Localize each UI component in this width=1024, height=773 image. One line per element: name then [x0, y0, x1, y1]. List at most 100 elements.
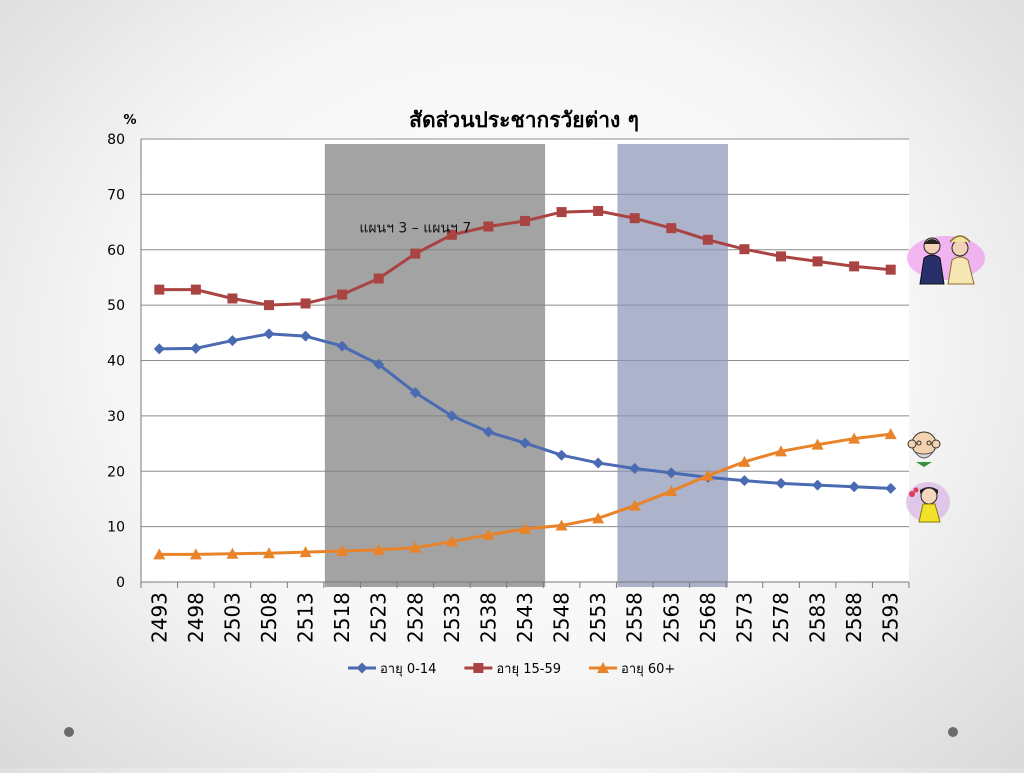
y-tick-label: 20: [107, 464, 125, 480]
data-point: [628, 499, 641, 511]
data-point: [884, 428, 897, 440]
y-axis-label: %: [123, 113, 136, 128]
data-point: [848, 432, 861, 444]
elderly-man-icon: [907, 431, 941, 467]
x-tick-label: 2503: [220, 592, 244, 643]
data-point: [227, 293, 238, 304]
x-tick-label: 2573: [732, 592, 756, 643]
data-point: [812, 256, 823, 267]
data-point: [629, 213, 640, 224]
data-point: [519, 437, 531, 449]
x-tick-label: 2553: [586, 592, 610, 643]
x-tick-label: 2593: [879, 592, 903, 643]
x-tick-label: 2558: [623, 592, 647, 643]
y-tick-label: 10: [107, 520, 125, 536]
corner-dot-right: [948, 727, 958, 737]
x-tick-label: 2578: [769, 592, 793, 643]
data-point: [446, 410, 458, 422]
data-point: [849, 261, 860, 272]
legend-marker: [356, 662, 368, 674]
shaded-region: [617, 144, 728, 587]
data-point: [373, 358, 385, 370]
data-point: [592, 512, 605, 524]
y-tick-label: 50: [107, 298, 125, 314]
x-tick-label: 2588: [842, 592, 866, 643]
data-point: [300, 298, 311, 309]
x-tick-label: 2498: [184, 592, 208, 643]
data-point: [520, 215, 530, 226]
y-tick-label: 40: [107, 354, 125, 370]
x-tick-label: 2513: [294, 592, 318, 643]
data-point: [372, 543, 385, 555]
data-point: [738, 455, 751, 467]
data-point: [409, 387, 421, 399]
x-tick-label: 2508: [257, 592, 281, 643]
y-tick-label: 80: [107, 132, 125, 148]
x-tick-label: 2518: [330, 592, 354, 643]
data-point: [263, 547, 275, 559]
data-point: [264, 300, 274, 311]
data-point: [593, 205, 604, 216]
data-point: [483, 221, 494, 232]
y-tick-label: 60: [107, 243, 125, 259]
data-point: [812, 479, 824, 491]
data-point: [336, 340, 348, 352]
data-point: [702, 234, 713, 245]
data-point: [445, 535, 458, 547]
data-point: [300, 330, 312, 342]
data-point: [775, 477, 787, 489]
x-tick-label: 2538: [476, 592, 500, 643]
data-point: [263, 328, 275, 340]
y-tick-label: 0: [116, 575, 125, 591]
data-point: [154, 284, 165, 295]
data-point: [885, 264, 896, 275]
data-point: [556, 207, 567, 218]
data-point: [446, 229, 457, 240]
x-tick-label: 2583: [806, 592, 830, 643]
legend-marker: [473, 663, 484, 673]
data-point: [665, 467, 677, 479]
period-annotation: แผนฯ 3 – แผนฯ 7: [359, 221, 471, 237]
data-point: [519, 522, 531, 534]
data-point: [226, 547, 239, 559]
child-with-flower-icon: [906, 482, 950, 523]
thai-couple-icon: [907, 235, 985, 285]
corner-dot-left: [64, 727, 74, 737]
data-point: [153, 548, 166, 560]
legend-label: อายุ 60+: [621, 662, 675, 677]
data-point: [555, 519, 568, 531]
x-tick-label: 2543: [513, 592, 537, 643]
data-point: [410, 248, 421, 259]
data-point: [190, 284, 201, 295]
data-point: [153, 343, 165, 355]
x-tick-label: 2523: [367, 592, 391, 643]
data-point: [665, 485, 678, 497]
data-point: [226, 335, 238, 347]
y-tick-label: 30: [107, 409, 125, 425]
data-point: [556, 449, 568, 461]
data-point: [190, 342, 202, 354]
legend-marker: [597, 662, 610, 673]
legend-label: อายุ 15-59: [496, 662, 561, 677]
data-point: [189, 548, 202, 560]
data-point: [629, 462, 641, 474]
data-point: [666, 223, 677, 234]
data-point: [776, 251, 786, 262]
data-point: [885, 482, 897, 494]
data-point: [848, 481, 860, 493]
data-point: [373, 273, 384, 284]
x-tick-label: 2563: [659, 592, 683, 643]
shaded-region: [324, 144, 546, 587]
legend-label: อายุ 0-14: [380, 662, 436, 677]
x-tick-label: 2493: [147, 592, 171, 643]
data-point: [299, 546, 312, 558]
data-point: [482, 528, 495, 540]
data-point: [811, 438, 824, 450]
y-tick-label: 70: [107, 187, 125, 203]
data-point: [739, 244, 750, 255]
chart-title: สัดส่วนประชากรวัยต่าง ๆ: [409, 108, 639, 132]
data-point: [409, 541, 422, 553]
data-point: [701, 469, 714, 481]
